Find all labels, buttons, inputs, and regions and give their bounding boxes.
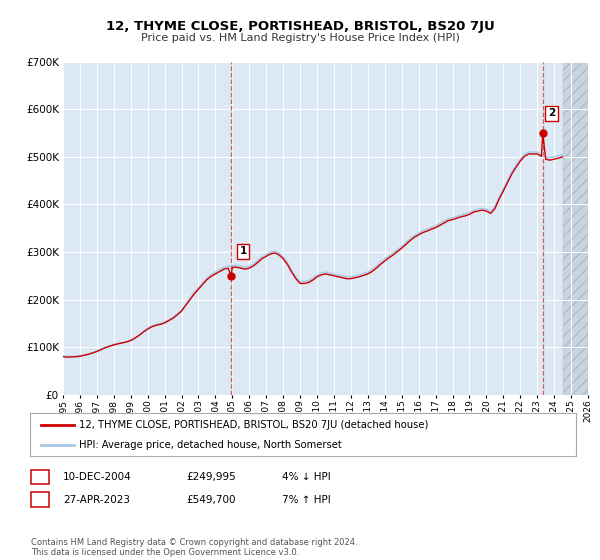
Bar (563, 62, 588, 395)
Text: Contains HM Land Registry data © Crown copyright and database right 2024.
This d: Contains HM Land Registry data © Crown c… (31, 538, 358, 557)
Text: 12, THYME CLOSE, PORTISHEAD, BRISTOL, BS20 7JU (detached house): 12, THYME CLOSE, PORTISHEAD, BRISTOL, BS… (79, 420, 428, 430)
Text: 1: 1 (37, 472, 44, 482)
Text: 1: 1 (239, 246, 247, 256)
Text: 10-DEC-2004: 10-DEC-2004 (63, 472, 132, 482)
Text: 2: 2 (548, 109, 555, 119)
Text: 4% ↓ HPI: 4% ↓ HPI (282, 472, 331, 482)
Text: 12, THYME CLOSE, PORTISHEAD, BRISTOL, BS20 7JU: 12, THYME CLOSE, PORTISHEAD, BRISTOL, BS… (106, 20, 494, 34)
Text: £549,700: £549,700 (186, 494, 235, 505)
Bar (563, 62, 588, 395)
Text: 2: 2 (37, 494, 44, 505)
Text: HPI: Average price, detached house, North Somerset: HPI: Average price, detached house, Nort… (79, 440, 342, 450)
Text: Price paid vs. HM Land Registry's House Price Index (HPI): Price paid vs. HM Land Registry's House … (140, 33, 460, 43)
Text: 7% ↑ HPI: 7% ↑ HPI (282, 494, 331, 505)
Text: 27-APR-2023: 27-APR-2023 (63, 494, 130, 505)
Text: £249,995: £249,995 (186, 472, 236, 482)
